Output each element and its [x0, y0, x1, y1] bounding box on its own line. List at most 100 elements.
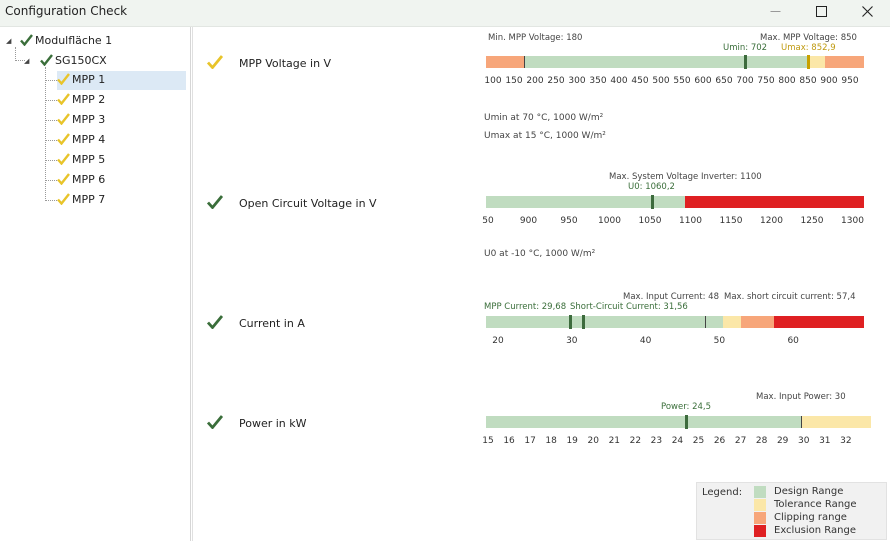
tree-item-label: MPP 3	[72, 113, 106, 126]
annotation-min-mpp: Min. MPP Voltage: 180	[488, 33, 583, 43]
tick-label: 300	[568, 76, 586, 86]
tree-connector	[45, 180, 57, 181]
clipping-range	[825, 56, 864, 68]
tree-item-mpp-7[interactable]: MPP 7	[57, 191, 105, 209]
annotation-u0: U0: 1060,2	[628, 182, 675, 192]
tick-label: 900	[820, 76, 838, 86]
note-umin: Umin at 70 °C, 1000 W/m²	[484, 113, 604, 123]
check-icon	[57, 193, 70, 206]
tick-label: 20	[587, 436, 599, 446]
tree-item-mpp-6[interactable]: MPP 6	[57, 171, 105, 189]
legend-swatch-design	[754, 486, 766, 498]
tolerance-range	[809, 56, 825, 68]
tick-label: 40	[639, 336, 652, 346]
check-icon	[57, 93, 70, 106]
legend-item-exclusion: Exclusion Range	[774, 525, 856, 536]
metric-label-power: Power in kW	[239, 417, 307, 430]
tree-item-mpp-1[interactable]: MPP 1	[57, 71, 186, 90]
max-input-power-line	[801, 416, 802, 428]
tree-item-root[interactable]: Modulfläche 1	[20, 32, 112, 50]
legend-item-design: Design Range	[774, 486, 844, 497]
tree-item-mpp-2[interactable]: MPP 2	[57, 91, 105, 109]
tick-label: 800	[778, 76, 796, 86]
tree-connector	[45, 200, 57, 201]
tree-item-inverter[interactable]: SG150CX	[40, 52, 107, 70]
legend-swatch-clipping	[754, 512, 766, 524]
annotation-max-mpp: Max. MPP Voltage: 850	[760, 33, 857, 43]
design-range	[486, 416, 801, 428]
tree-connector	[45, 100, 57, 101]
tick-label: 1300	[841, 216, 864, 226]
tree-connector	[15, 47, 16, 61]
tick-label: 25	[692, 436, 705, 446]
clipping-range	[486, 56, 524, 68]
close-button[interactable]	[844, 0, 890, 24]
tick-label: 29	[776, 436, 789, 446]
exclusion-range	[685, 196, 864, 208]
tick-label: 950	[841, 76, 859, 86]
tick-label: 31	[819, 436, 831, 446]
tick-label: 1050	[638, 216, 662, 226]
tick-label: 21	[608, 436, 621, 446]
title-bar: Configuration Check	[0, 0, 890, 27]
tick-label: 17	[524, 436, 536, 446]
tree-item-mpp-4[interactable]: MPP 4	[57, 131, 105, 149]
tick-label: 30	[566, 336, 578, 346]
annotation-max-short-circuit: Max. short circuit current: 57,4	[724, 292, 856, 302]
metric-label-mpp-voltage: MPP Voltage in V	[239, 57, 332, 70]
maximize-icon	[815, 6, 827, 17]
ok-check-icon	[207, 315, 223, 329]
maximize-button[interactable]	[798, 0, 844, 24]
min-mpp-line	[524, 56, 525, 68]
check-icon	[57, 133, 70, 146]
annotation-short-circuit-current: Short-Circuit Current: 31,56	[570, 302, 688, 312]
range-bar-open-circuit	[486, 195, 864, 209]
tick-label: 1250	[800, 216, 824, 226]
tick-label: 450	[631, 76, 649, 86]
legend-item-clipping: Clipping range	[774, 512, 847, 523]
collapse-icon[interactable]: ◢	[24, 57, 30, 65]
mpp-current-marker	[569, 315, 572, 329]
annotation-umax: Umax: 852,9	[781, 43, 836, 53]
tick-label: 900	[519, 216, 538, 226]
tick-label: 1000	[598, 216, 621, 226]
tree-item-label: MPP 4	[72, 133, 106, 146]
tree-item-mpp-3[interactable]: MPP 3	[57, 111, 105, 129]
tick-label: 250	[547, 76, 565, 86]
collapse-icon[interactable]: ◢	[6, 37, 12, 45]
design-range	[486, 316, 723, 328]
ok-check-icon	[207, 195, 223, 209]
tick-label: 50	[713, 336, 726, 346]
minimize-button[interactable]	[752, 0, 798, 24]
tick-label: 60	[787, 336, 799, 346]
tree-item-label: MPP 2	[72, 93, 106, 106]
content-pane	[192, 27, 890, 541]
range-bar-mpp-voltage	[486, 55, 864, 69]
tick-label: 27	[734, 436, 747, 446]
tree-connector	[45, 120, 57, 121]
tick-label: 22	[629, 436, 642, 446]
tree-item-label: SG150CX	[55, 54, 107, 67]
tick-label: 100	[484, 76, 502, 86]
max-input-current-line	[705, 316, 706, 328]
design-range	[524, 56, 809, 68]
u0-marker	[651, 195, 654, 209]
tick-label: 1150	[719, 216, 743, 226]
tick-label: 1100	[679, 216, 702, 226]
tree-item-label: MPP 1	[72, 73, 106, 86]
tolerance-range	[801, 416, 871, 428]
tick-label: 26	[713, 436, 726, 446]
tick-label: 50	[482, 216, 494, 226]
tree-item-mpp-5[interactable]: MPP 5	[57, 151, 105, 169]
warning-check-icon	[207, 55, 223, 69]
tree-connector	[45, 80, 57, 81]
tick-label: 200	[526, 76, 544, 86]
short-circuit-marker	[582, 315, 585, 329]
tick-label: 20	[492, 336, 504, 346]
note-umax: Umax at 15 °C, 1000 W/m²	[484, 131, 606, 141]
check-icon	[20, 34, 33, 47]
tree-connector	[15, 60, 25, 61]
tick-label: 550	[673, 76, 691, 86]
tree-item-label: MPP 5	[72, 153, 106, 166]
tick-label: 19	[566, 436, 578, 446]
